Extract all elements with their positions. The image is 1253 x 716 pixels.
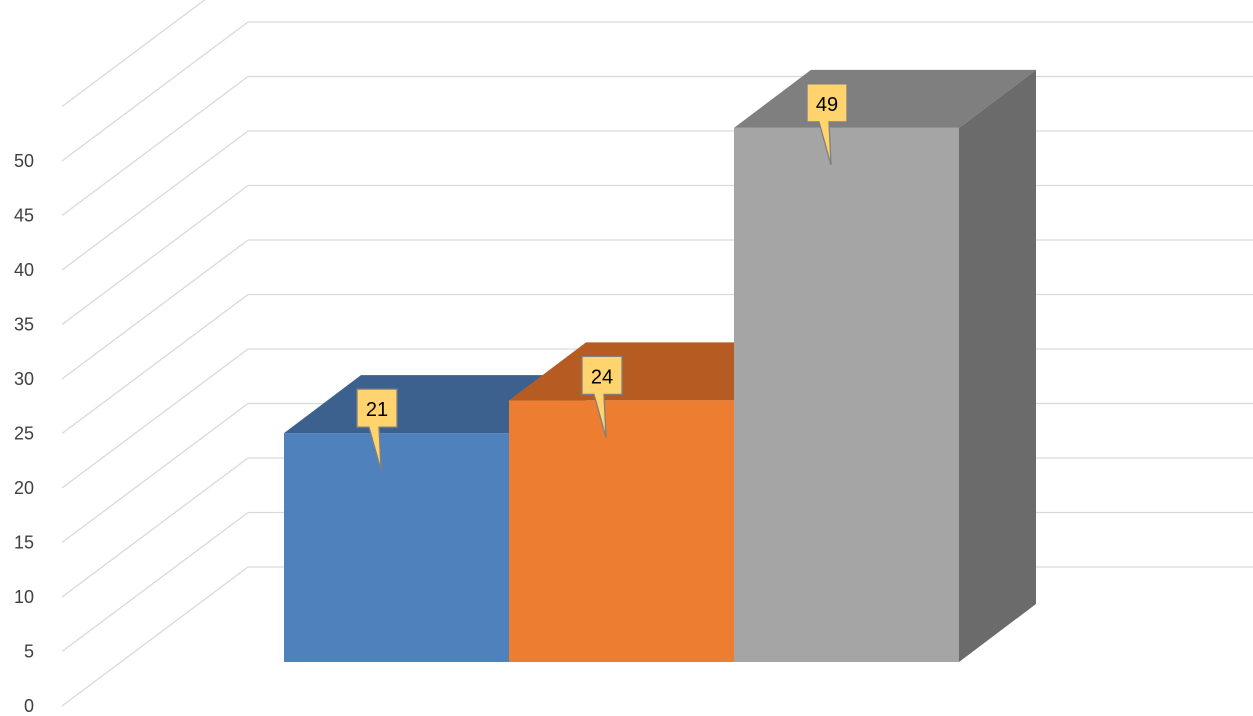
- data-label-callout: 24: [581, 355, 623, 438]
- gridline-diagonal: [61, 457, 249, 598]
- y-tick-label: 35: [14, 315, 34, 335]
- callout-box: [356, 388, 398, 471]
- gridline-diagonal: [61, 184, 249, 326]
- y-tick-label: 50: [14, 151, 34, 171]
- bar: [734, 127, 959, 662]
- gridline-diagonal: [61, 0, 206, 108]
- y-axis-ticks: 0 5 10 15 20 25 30 35 40 45 50: [14, 151, 34, 716]
- bar: [509, 400, 734, 662]
- y-tick-label: 15: [14, 533, 34, 553]
- bar: [284, 433, 509, 662]
- gridline-diagonal: [61, 348, 249, 489]
- data-label-callout: 49: [806, 83, 848, 166]
- y-tick-label: 10: [14, 587, 34, 607]
- bars: [284, 69, 1036, 662]
- y-tick-label: 40: [14, 260, 34, 280]
- gridline-diagonal: [61, 130, 249, 271]
- y-tick-label: 20: [14, 478, 34, 498]
- data-label: 21: [366, 399, 388, 421]
- gridline-diagonal: [61, 21, 249, 162]
- data-label: 24: [591, 366, 613, 388]
- gridline-diagonal: [61, 293, 249, 435]
- gridline-diagonal: [61, 566, 249, 707]
- y-tick-label: 25: [14, 424, 34, 444]
- y-tick-label: 45: [14, 206, 34, 226]
- gridline-diagonal: [61, 75, 249, 217]
- data-label-callout: 21: [356, 388, 398, 471]
- gridline-diagonal: [61, 239, 249, 380]
- callout-box: [581, 355, 623, 438]
- y-tick-label: 5: [24, 642, 34, 662]
- bar-side: [959, 69, 1036, 662]
- gridline-diagonal: [61, 511, 249, 653]
- callout-box: [806, 83, 848, 166]
- y-tick-label: 30: [14, 369, 34, 389]
- y-tick-label: 0: [24, 696, 34, 716]
- data-labels: 21 24 49: [356, 83, 848, 471]
- gridline-diagonal: [61, 402, 249, 544]
- data-label: 49: [816, 94, 838, 116]
